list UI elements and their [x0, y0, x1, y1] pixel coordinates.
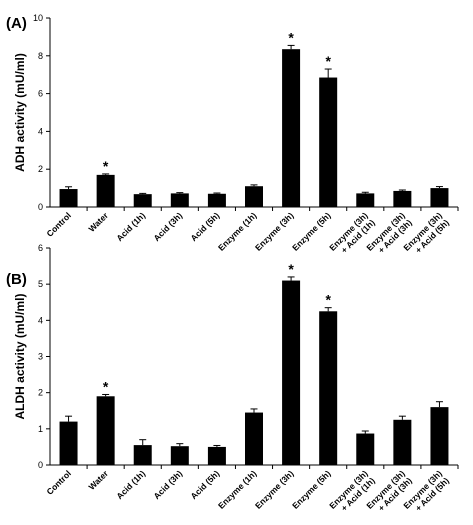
x-tick-label-line: Acid (5h) — [189, 210, 222, 243]
x-tick-label-line: Water — [86, 468, 110, 492]
bar — [356, 433, 375, 465]
y-tick-label: 2 — [38, 388, 43, 398]
x-tick-label-line: Enzyme (3h) — [253, 210, 296, 253]
bar — [207, 193, 226, 207]
bar — [133, 445, 152, 465]
chart-panel-1: (A) ADH activity (mU/ml) 0 2 4 6 8 10 Control * Wa… — [6, 13, 459, 260]
x-tick-label: Enzyme (3h)+ Acid (5h) — [401, 210, 451, 260]
x-tick-label-line: Acid (5h) — [189, 468, 222, 501]
bar — [319, 77, 338, 207]
y-tick-label: 10 — [33, 13, 43, 23]
bar — [207, 446, 226, 465]
bar — [170, 193, 189, 207]
x-tick-label: Enzyme (3h)+ Acid (3h) — [364, 210, 414, 260]
x-tick-label-line: Enzyme (5h) — [290, 468, 333, 511]
x-tick-label: Enzyme (5h) — [290, 210, 333, 253]
x-tick-label-line: Acid (1h) — [114, 468, 147, 501]
bar — [96, 396, 115, 465]
x-tick-label: Acid (3h) — [151, 210, 184, 243]
significance-marker: * — [288, 261, 294, 277]
x-tick-label: Enzyme (5h) — [290, 468, 333, 511]
x-tick-label-line: Acid (1h) — [114, 210, 147, 243]
y-tick-label: 5 — [38, 279, 43, 289]
bar — [282, 49, 301, 208]
x-tick-label: Enzyme (3h)+ Acid (3h) — [364, 468, 414, 518]
x-tick-label: Water — [86, 468, 110, 492]
bar — [393, 190, 412, 207]
bar — [430, 188, 449, 207]
bar — [245, 412, 263, 465]
y-tick-label: 4 — [38, 126, 43, 136]
y-tick-label: 6 — [38, 243, 43, 253]
panel-label: (A) — [6, 15, 27, 32]
x-tick-label: Acid (1h) — [114, 468, 147, 501]
significance-marker: * — [288, 29, 294, 45]
x-tick-label-line: Acid (3h) — [151, 210, 184, 243]
bar — [393, 419, 412, 465]
x-tick-label: Control — [45, 210, 73, 238]
bar — [356, 193, 375, 207]
x-tick-label: Water — [86, 210, 110, 234]
significance-marker: * — [325, 53, 331, 69]
y-axis-title: ALDH activity (mU/ml) — [13, 293, 27, 419]
x-tick-label: Enzyme (3h)+ Acid (1h) — [327, 468, 377, 518]
x-tick-label-line: Enzyme (1h) — [216, 468, 259, 511]
x-tick-label-line: Control — [45, 468, 73, 496]
x-tick-label: Enzyme (3h)+ Acid (5h) — [401, 468, 451, 518]
significance-marker: * — [325, 292, 331, 308]
x-tick-label-line: Enzyme (1h) — [216, 210, 259, 253]
y-tick-label: 2 — [38, 164, 43, 174]
y-tick-label: 1 — [38, 424, 43, 434]
bar — [59, 421, 78, 465]
x-tick-label-line: Enzyme (3h) — [253, 468, 296, 511]
x-tick-label: Enzyme (3h) — [253, 468, 296, 511]
chart-panel-2: (B) ALDH activity (mU/ml) 0 1 2 3 4 5 6 Control * W… — [6, 243, 459, 518]
y-tick-label: 0 — [38, 202, 43, 212]
y-tick-label: 4 — [38, 315, 43, 325]
x-tick-label: Enzyme (3h) — [253, 210, 296, 253]
x-tick-label: Acid (5h) — [189, 210, 222, 243]
x-tick-label: Control — [45, 468, 73, 496]
x-tick-label-line: Control — [45, 210, 73, 238]
bar — [96, 174, 115, 207]
bar — [170, 446, 189, 465]
x-tick-label: Acid (1h) — [114, 210, 147, 243]
x-tick-label-line: Acid (3h) — [151, 468, 184, 501]
bar — [133, 194, 152, 207]
bar — [59, 189, 78, 207]
y-tick-label: 0 — [38, 460, 43, 470]
bar — [282, 280, 301, 465]
x-tick-label: Enzyme (1h) — [216, 210, 259, 253]
x-tick-label: Enzyme (3h)+ Acid (1h) — [327, 210, 377, 260]
y-tick-label: 6 — [38, 89, 43, 99]
bar — [245, 186, 263, 207]
x-tick-label-line: Enzyme (5h) — [290, 210, 333, 253]
significance-marker: * — [103, 378, 109, 394]
x-tick-label: Acid (5h) — [189, 468, 222, 501]
panel-label: (B) — [6, 271, 27, 288]
bar — [319, 311, 338, 465]
x-tick-label: Acid (3h) — [151, 468, 184, 501]
x-tick-label: Enzyme (1h) — [216, 468, 259, 511]
bar — [430, 407, 449, 465]
significance-marker: * — [103, 158, 109, 174]
x-tick-label-line: Water — [86, 210, 110, 234]
y-tick-label: 8 — [38, 51, 43, 61]
y-axis-title: ADH activity (mU/ml) — [13, 53, 27, 172]
y-tick-label: 3 — [38, 352, 43, 362]
